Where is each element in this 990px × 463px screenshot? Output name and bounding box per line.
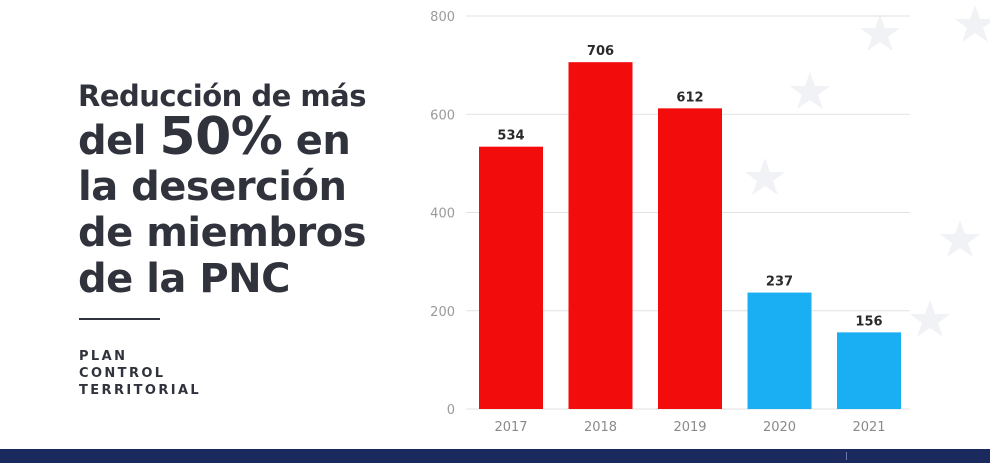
subtitle-line-3: TERRITORIAL bbox=[79, 383, 202, 398]
data-label: 237 bbox=[766, 275, 793, 290]
plan-subtitle: PLAN CONTROL TERRITORIAL bbox=[79, 348, 201, 399]
subtitle-line-2: CONTROL bbox=[79, 366, 166, 381]
headline-line-3: la deserción bbox=[78, 164, 347, 210]
star-icon bbox=[790, 72, 830, 109]
x-tick-label: 2020 bbox=[763, 420, 796, 435]
star-icon bbox=[745, 158, 785, 195]
data-label: 156 bbox=[855, 314, 882, 329]
x-tick-label: 2018 bbox=[584, 420, 617, 435]
y-tick-label: 200 bbox=[430, 305, 455, 320]
x-tick-label: 2017 bbox=[494, 420, 527, 435]
bar bbox=[568, 62, 633, 410]
divider bbox=[79, 318, 160, 320]
headline-line-1: Reducción de más bbox=[78, 79, 366, 113]
data-label: 706 bbox=[587, 44, 614, 59]
headline-line-4: de miembros bbox=[78, 210, 367, 256]
star-icon bbox=[860, 14, 900, 51]
headline: Reducción de más del 50% en la deserción… bbox=[78, 78, 408, 302]
footer-bar bbox=[0, 449, 990, 463]
star-icon bbox=[955, 5, 990, 42]
data-label: 534 bbox=[497, 129, 524, 144]
y-tick-label: 0 bbox=[447, 403, 455, 418]
y-tick-label: 600 bbox=[430, 108, 455, 123]
y-tick-label: 400 bbox=[430, 207, 455, 222]
bar bbox=[747, 292, 812, 409]
x-tick-label: 2019 bbox=[673, 420, 706, 435]
headline-line-5: de la PNC bbox=[78, 256, 290, 302]
headline-line-2: del 50% en bbox=[78, 111, 408, 164]
x-tick-label: 2021 bbox=[852, 420, 885, 435]
headline-line-2-post: en bbox=[282, 118, 351, 164]
footer-divider bbox=[846, 452, 875, 460]
bar bbox=[658, 108, 722, 409]
bar bbox=[479, 146, 543, 410]
subtitle-line-1: PLAN bbox=[79, 349, 128, 364]
y-tick-label: 800 bbox=[430, 10, 455, 25]
headline-percentage: 50% bbox=[159, 107, 283, 167]
bar bbox=[837, 332, 901, 409]
star-icon bbox=[910, 300, 950, 337]
data-label: 612 bbox=[676, 90, 703, 105]
star-icon bbox=[940, 220, 980, 257]
headline-line-2-pre: del bbox=[78, 118, 160, 164]
